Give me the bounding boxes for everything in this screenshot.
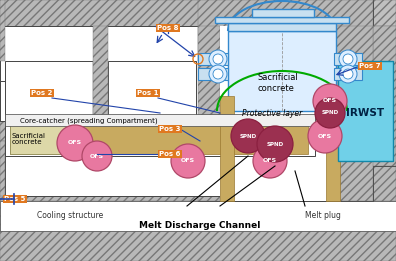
Circle shape (257, 126, 293, 162)
Bar (220, 26, 330, 201)
Bar (330, 26, 373, 201)
Bar (0, 81, 40, 121)
Text: Melt plug: Melt plug (305, 211, 341, 221)
Bar (0, 201, 396, 231)
Text: Core-catcher (spreading Compartment): Core-catcher (spreading Compartment) (20, 118, 158, 124)
Bar (198, 0, 373, 201)
Bar (5, 114, 315, 126)
Circle shape (209, 65, 227, 83)
Bar (334, 53, 362, 65)
Bar (0, 141, 396, 201)
Bar (338, 61, 393, 161)
Bar (198, 0, 373, 61)
Bar (105, 26, 210, 121)
Bar (108, 61, 196, 119)
Bar (330, 60, 338, 86)
Text: Sacrificial
concrete: Sacrificial concrete (258, 73, 299, 93)
Bar (215, 17, 349, 23)
Text: Pos 6: Pos 6 (159, 151, 181, 157)
Text: OFS: OFS (90, 153, 104, 158)
Circle shape (213, 69, 223, 79)
Bar (198, 26, 220, 201)
Text: OFS: OFS (323, 98, 337, 104)
Circle shape (82, 141, 112, 171)
Text: Pos 7: Pos 7 (359, 63, 381, 69)
Text: Pos 3: Pos 3 (159, 126, 181, 132)
Circle shape (315, 98, 345, 128)
Bar (0, 141, 5, 196)
Text: SPND: SPND (267, 141, 284, 146)
Circle shape (313, 84, 347, 118)
Bar (330, 26, 396, 166)
Bar (5, 61, 93, 119)
Bar (93, 61, 108, 119)
Bar (198, 68, 228, 80)
Circle shape (231, 119, 265, 153)
Text: OFS: OFS (181, 158, 195, 163)
Bar (228, 31, 336, 111)
Bar (10, 118, 308, 154)
Bar (0, 0, 396, 26)
Text: OFS: OFS (318, 133, 332, 139)
Text: OFS: OFS (263, 158, 277, 163)
Circle shape (339, 50, 357, 68)
Circle shape (339, 65, 357, 83)
Text: Melt Discharge Channel: Melt Discharge Channel (139, 222, 261, 230)
Text: Pos 8: Pos 8 (157, 25, 179, 31)
Text: SPND: SPND (240, 133, 257, 139)
Circle shape (308, 119, 342, 153)
Circle shape (171, 144, 205, 178)
Bar (93, 26, 108, 119)
Bar (0, 0, 210, 61)
Circle shape (343, 69, 353, 79)
Circle shape (253, 144, 287, 178)
Bar (338, 61, 393, 161)
Text: Pos 2: Pos 2 (31, 90, 53, 96)
Bar (228, 23, 336, 31)
Text: Sacrificial
concrete: Sacrificial concrete (12, 133, 46, 145)
Bar (334, 68, 362, 80)
Circle shape (213, 54, 223, 64)
Bar (0, 0, 5, 61)
Bar (198, 53, 228, 65)
Text: SPND: SPND (322, 110, 339, 116)
Text: OFS: OFS (68, 140, 82, 145)
Bar (0, 26, 105, 121)
Bar (220, 96, 234, 201)
Text: Protective layer: Protective layer (242, 109, 302, 117)
Text: Cooling structure: Cooling structure (37, 211, 103, 221)
Circle shape (343, 54, 353, 64)
Circle shape (209, 50, 227, 68)
Bar (10, 118, 75, 154)
Bar (5, 116, 315, 156)
Bar (0, 0, 396, 26)
Text: Pos 5: Pos 5 (4, 196, 26, 202)
Bar (326, 96, 340, 201)
Bar (5, 141, 330, 196)
Circle shape (57, 125, 93, 161)
Bar (0, 231, 396, 261)
Bar (373, 26, 396, 166)
Bar (252, 9, 314, 17)
Text: IRWST: IRWST (346, 108, 384, 118)
Text: Pos 1: Pos 1 (137, 90, 159, 96)
